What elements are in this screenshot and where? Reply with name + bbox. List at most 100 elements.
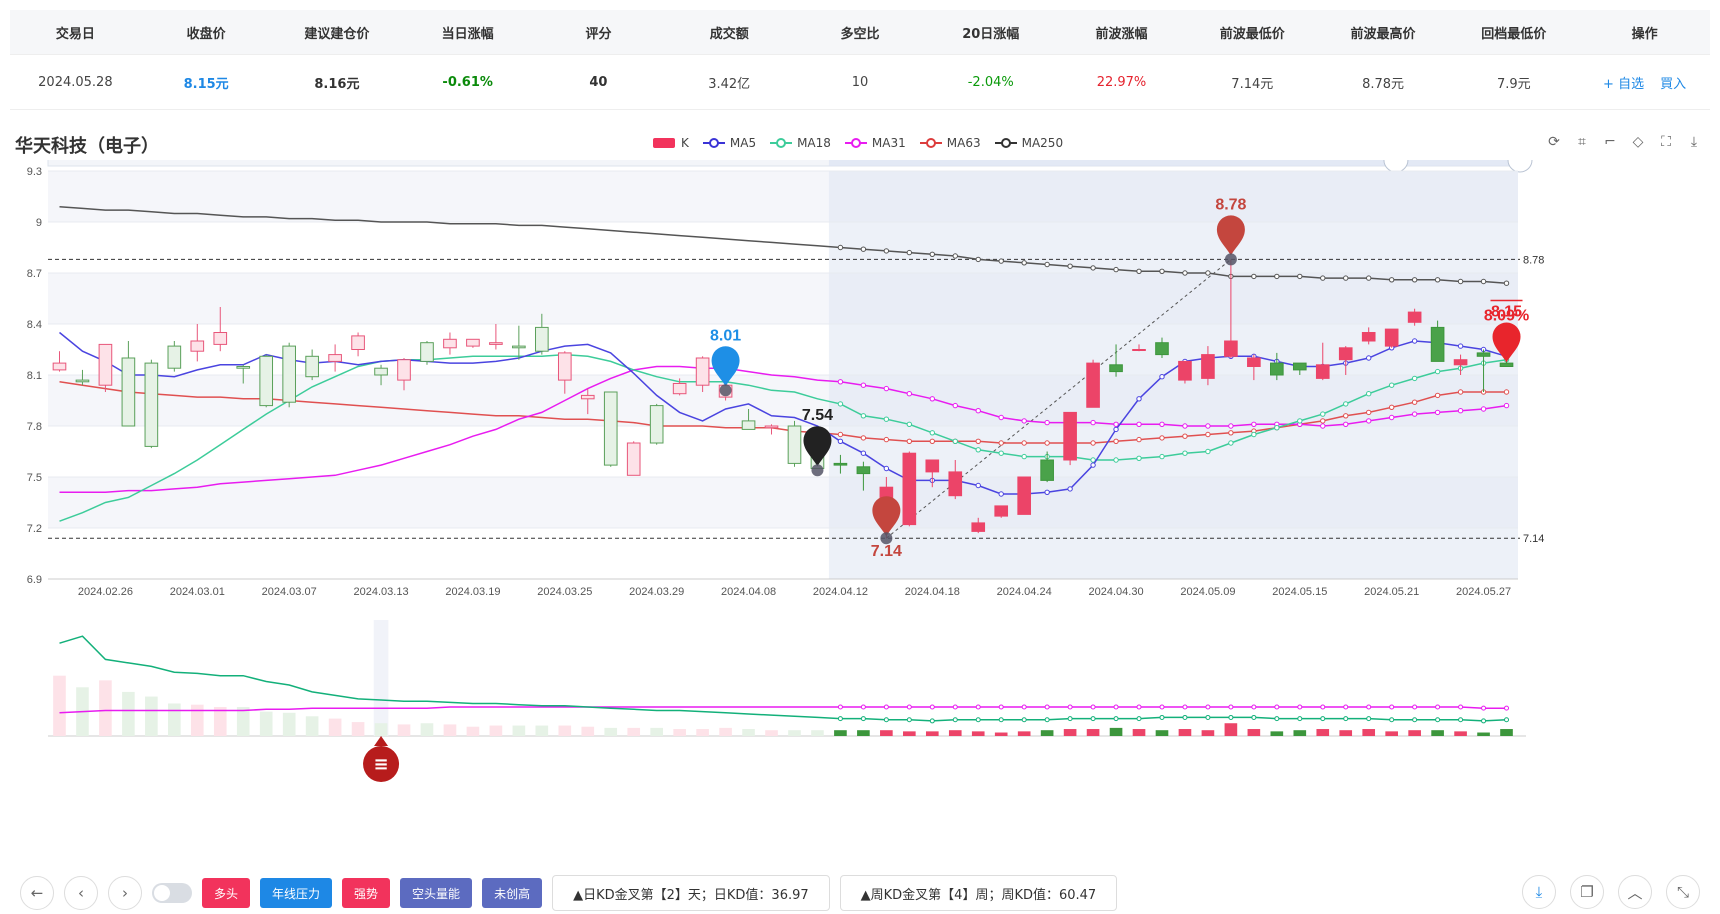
crop-reset-icon[interactable]: ⌐ [1604,134,1616,150]
buy-button[interactable]: 買入 [1660,76,1687,92]
refresh-icon[interactable]: ⟳ [1548,134,1560,150]
legend-item-ma5[interactable]: MA5 [702,136,756,150]
toggle-switch[interactable] [152,883,192,903]
expand-icon[interactable]: ⤡ [1666,875,1700,909]
back-arrow-icon[interactable]: ← [20,876,54,910]
ma63-line-point [1182,433,1188,439]
volume-ma-long-point [860,704,866,710]
prev-chevron-icon[interactable]: ‹ [64,876,98,910]
volume-bar [1040,730,1054,736]
volume-ma-short-point [952,717,958,723]
volume-ma-short-point [1136,716,1142,722]
candle-body [213,332,228,345]
legend-label: K [681,136,689,150]
tag-no-new-high[interactable]: 未创高 [482,878,543,908]
line-legend-icon [844,138,867,148]
ma250-line-point [1366,275,1372,281]
x-tick-label: 2024.05.21 [1364,586,1419,598]
tag-strong[interactable]: 强势 [342,878,391,908]
ma18-line-point [883,416,890,422]
candle-body [305,355,319,378]
restore-icon[interactable]: ◇ [1632,134,1644,150]
volume-ma-short-point [975,717,981,723]
candle-body [443,338,457,349]
close-price: 8.15元 [183,76,229,92]
ma18-line-point [860,413,867,419]
volume-ma-long-point [837,704,843,710]
tag-annual-resistance[interactable]: 年线压力 [260,878,333,908]
line-legend-icon [770,138,793,148]
volume-bar [1086,729,1100,736]
download-icon[interactable]: ⤓ [1522,875,1556,909]
pin-label: 7.54 [802,407,833,424]
price-level-label: 7.14 [1523,533,1544,545]
candle-body [764,425,779,429]
add-watchlist-button[interactable]: + 自选 [1603,76,1645,92]
pin-label: 7.14 [871,543,902,560]
ma5-line-point [1136,396,1142,402]
ma5-line-point [1044,489,1050,495]
copy-icon[interactable]: ❐ [1570,875,1604,909]
volume-bar [1408,730,1421,736]
tag-bear-volume[interactable]: 空头量能 [400,878,473,908]
ma63-line-point [1343,413,1349,419]
legend-label: MA18 [797,136,831,150]
volume-bar [925,731,939,736]
annotation-pin: 7.14 [871,496,902,560]
legend-item-ma31[interactable]: MA31 [844,136,906,150]
prev-wave-change: 22.97% [1096,74,1147,90]
next-chevron-icon[interactable]: › [108,876,142,910]
volume-bar [351,722,365,736]
candle-body [98,343,113,386]
ma5-line-point [1366,355,1372,361]
ma250-line-point [906,249,913,256]
ma31-line-point [1113,421,1119,427]
crop-icon[interactable]: ⌗ [1578,134,1586,150]
table-header: 交易日 收盘价 建议建仓价 当日涨幅 评分 成交额 多空比 20日涨幅 前波涨幅… [10,10,1710,54]
volume-bar [1454,731,1467,736]
volume-bar [1201,730,1215,736]
daily-kd-info: ▲日KD金叉第【2】天；日KD值：36.97 [552,875,830,911]
ma31-line-point [837,379,844,385]
ma250-line-point [883,248,890,254]
legend-label: MA31 [871,136,906,150]
ma18-line-point [1366,391,1372,397]
volume-bar [420,723,434,736]
volume-ma-short-point [1182,714,1188,720]
candle-body [1132,349,1146,351]
volume-ma-long-point [1136,704,1142,710]
ma250-line-point [1182,270,1188,276]
ma250-line-point [1113,266,1119,273]
volume-ma-short-point [1113,716,1119,722]
legend-item-ma63[interactable]: MA63 [919,136,981,150]
ma250-line-point [1480,278,1487,285]
download-icon[interactable]: ⤓ [1690,134,1698,150]
zoom-slider [47,160,1519,167]
y-tick-label: 8.7 [27,268,42,280]
volume-ma-long-point [1389,704,1395,710]
volume-ma-long-point [1274,704,1280,710]
ma31-line-point [975,408,981,414]
volume-ma-long-point [1182,704,1188,710]
x-tick-label: 2024.04.18 [905,586,960,598]
volume-ma-short-point [860,716,866,722]
legend-item-ma18[interactable]: MA18 [770,136,831,150]
tag-bullish[interactable]: 多头 [202,878,251,908]
scroll-top-icon[interactable]: ︿ [1618,875,1652,909]
candle-body [856,466,871,475]
ma250-line-point [1388,277,1395,283]
volume-ma-short-point [1297,716,1303,722]
ma18-line-point [1251,431,1257,438]
volume-bar [673,729,686,736]
fullscreen-icon[interactable]: ⛶ [1661,134,1671,150]
legend-item-k[interactable]: K [652,136,689,150]
annotation-pin: 8.15 [1491,304,1522,363]
candle-body [52,362,67,371]
candle-body [626,442,641,476]
ma63-line-point [998,440,1004,446]
ma250-line-point [952,253,958,259]
volume-ma-long-point [1205,704,1211,710]
legend-item-ma250[interactable]: MA250 [994,136,1063,150]
col-header: 操作 [1631,26,1658,42]
volume-bar [259,711,273,736]
